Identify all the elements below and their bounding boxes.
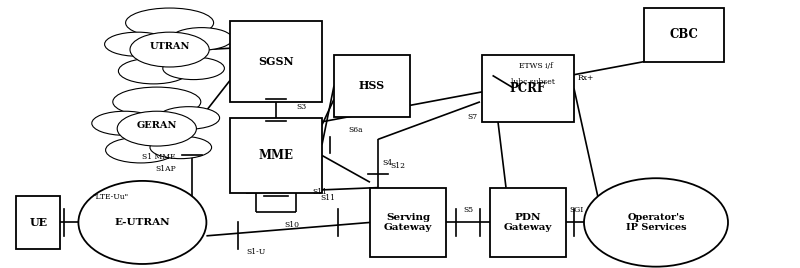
- Text: S11: S11: [312, 188, 327, 196]
- Bar: [490, 188, 566, 257]
- Ellipse shape: [584, 178, 728, 267]
- Ellipse shape: [163, 57, 224, 80]
- Text: S1AP: S1AP: [155, 165, 176, 173]
- Text: S5: S5: [463, 206, 473, 214]
- Ellipse shape: [150, 136, 211, 159]
- Text: S7: S7: [468, 113, 478, 121]
- Text: Serving
Gateway: Serving Gateway: [384, 213, 432, 232]
- Ellipse shape: [92, 111, 158, 135]
- Text: UE: UE: [30, 217, 47, 228]
- Text: SGI: SGI: [569, 206, 583, 214]
- Text: Operator's
IP Services: Operator's IP Services: [626, 213, 686, 232]
- Bar: [17, 196, 61, 249]
- Ellipse shape: [118, 58, 189, 84]
- Ellipse shape: [118, 111, 197, 146]
- Text: PCRF: PCRF: [510, 82, 546, 95]
- Text: MME: MME: [258, 149, 294, 162]
- Bar: [230, 118, 322, 193]
- Text: GERAN: GERAN: [137, 121, 177, 131]
- Ellipse shape: [158, 107, 219, 129]
- Bar: [644, 8, 724, 62]
- Text: ETWS i/f: ETWS i/f: [519, 62, 553, 70]
- Ellipse shape: [126, 8, 214, 38]
- Text: S10: S10: [285, 221, 299, 229]
- Bar: [370, 188, 446, 257]
- Text: Rx+: Rx+: [578, 74, 594, 82]
- Text: S1-U: S1-U: [246, 248, 266, 256]
- Bar: [334, 55, 410, 117]
- Text: S1 MME: S1 MME: [142, 153, 176, 161]
- Text: S6a: S6a: [348, 126, 362, 134]
- Text: S4: S4: [382, 159, 392, 168]
- Ellipse shape: [171, 28, 233, 50]
- Bar: [230, 21, 322, 102]
- Text: "LTE-Uu": "LTE-Uu": [92, 193, 128, 201]
- Text: S3: S3: [296, 103, 306, 111]
- Ellipse shape: [78, 181, 206, 264]
- Text: UTRAN: UTRAN: [150, 42, 190, 51]
- Ellipse shape: [130, 32, 210, 67]
- Text: S11: S11: [320, 194, 335, 202]
- Text: E-UTRAN: E-UTRAN: [114, 218, 170, 227]
- Text: SGSN: SGSN: [258, 56, 294, 67]
- Text: PDN
Gateway: PDN Gateway: [504, 213, 552, 232]
- Text: S12: S12: [390, 162, 406, 170]
- Ellipse shape: [106, 137, 176, 163]
- Text: CBC: CBC: [670, 28, 698, 41]
- Ellipse shape: [113, 87, 201, 117]
- Ellipse shape: [105, 32, 170, 56]
- Text: lubc subset: lubc subset: [511, 78, 555, 86]
- Bar: [482, 55, 574, 122]
- Text: HSS: HSS: [359, 80, 385, 91]
